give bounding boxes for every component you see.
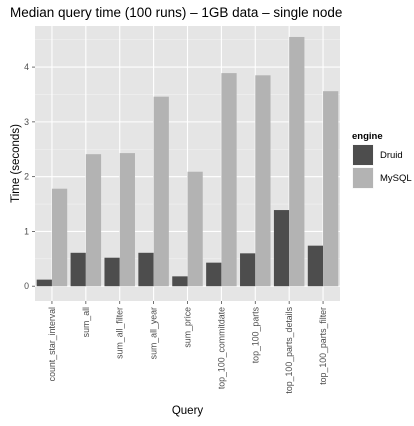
legend-label-mysql: MySQL: [380, 173, 412, 184]
bar-mysql-sum_all_filter: [119, 153, 135, 287]
x-tick-label: top_100_parts: [250, 306, 260, 363]
x-tick-label: sum_all: [81, 307, 91, 337]
bar-druid-top_100_commitdate: [206, 262, 222, 287]
bar-druid-top_100_parts_details: [273, 210, 290, 287]
y-tick-label: 1: [24, 226, 29, 236]
y-axis: 0 1 2 3 4: [24, 62, 35, 291]
y-tick-label: 0: [24, 281, 29, 291]
bar-mysql-top_100_parts: [255, 75, 271, 287]
bar-mysql-top_100_parts_details: [289, 36, 305, 287]
x-tick-label: top_100_parts_filter: [318, 307, 328, 385]
bar-mysql-top_100_parts_filter: [323, 91, 339, 287]
x-tick-label: count_star_interval: [47, 307, 57, 381]
x-tick-label: sum_price: [183, 307, 193, 348]
bar-druid-count_star_interval: [36, 279, 52, 287]
chart-title: Median query time (100 runs) – 1GB data …: [10, 5, 342, 20]
legend: engine Druid MySQL: [351, 131, 412, 190]
bars: [36, 36, 339, 287]
legend-title: engine: [352, 131, 383, 142]
x-tick-label: sum_all_year: [149, 307, 159, 359]
bar-druid-sum_all_year: [138, 252, 154, 287]
x-axis-title: Query: [172, 405, 204, 417]
y-tick-label: 2: [24, 172, 29, 182]
bar-druid-top_100_parts: [240, 253, 256, 287]
x-tick-label: top_100_commitdate: [216, 307, 226, 389]
y-tick-label: 4: [24, 62, 29, 72]
bar-mysql-sum_price: [187, 171, 203, 287]
bar-druid-sum_price: [172, 276, 188, 287]
x-tick-label: top_100_parts_details: [284, 306, 294, 393]
bar-druid-sum_all: [70, 252, 86, 287]
bar-mysql-sum_all: [85, 154, 102, 287]
bar-mysql-top_100_commitdate: [221, 73, 237, 287]
y-tick-label: 3: [24, 117, 29, 127]
bar-mysql-sum_all_year: [153, 96, 169, 287]
legend-label-druid: Druid: [380, 150, 403, 161]
x-axis: count_star_interval sum_all sum_all_filter…: [47, 301, 328, 394]
x-tick-label: sum_all_filter: [115, 307, 125, 359]
y-axis-title: Time (seconds): [10, 124, 22, 203]
legend-swatch-mysql: [353, 168, 373, 188]
bar-druid-top_100_parts_filter: [307, 245, 324, 287]
plot-panel: [35, 26, 340, 301]
bar-druid-sum_all_filter: [104, 257, 120, 287]
bar-mysql-count_star_interval: [51, 188, 68, 287]
legend-swatch-druid: [353, 145, 373, 165]
